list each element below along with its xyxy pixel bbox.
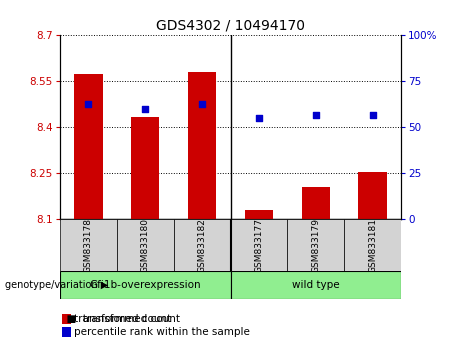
Bar [188, 72, 216, 219]
Text: ■  transformed count: ■ transformed count [60, 314, 180, 324]
Point [85, 101, 92, 106]
Text: genotype/variation ▶: genotype/variation ▶ [5, 280, 108, 290]
Bar [358, 172, 387, 219]
Title: GDS4302 / 10494170: GDS4302 / 10494170 [156, 19, 305, 33]
Point [142, 106, 149, 112]
Bar [60, 271, 230, 299]
Text: GSM833180: GSM833180 [141, 218, 150, 273]
Bar [74, 74, 102, 219]
Bar [344, 219, 401, 271]
Text: GSM833177: GSM833177 [254, 218, 263, 273]
Bar [131, 117, 160, 219]
Point [312, 112, 319, 118]
Text: wild type: wild type [292, 280, 340, 290]
Bar [174, 219, 230, 271]
Text: GSM833181: GSM833181 [368, 218, 377, 273]
Text: GSM833182: GSM833182 [198, 218, 207, 273]
Bar [287, 219, 344, 271]
Text: transformed count: transformed count [74, 314, 171, 324]
Text: GSM833178: GSM833178 [84, 218, 93, 273]
Bar [230, 219, 287, 271]
Point [198, 101, 206, 106]
Bar [230, 271, 401, 299]
Bar [301, 187, 330, 219]
Bar [245, 210, 273, 219]
Point [255, 115, 263, 121]
Text: Gfi1b-overexpression: Gfi1b-overexpression [89, 280, 201, 290]
Bar [117, 219, 174, 271]
Bar [60, 219, 117, 271]
Text: percentile rank within the sample: percentile rank within the sample [74, 327, 250, 337]
Text: GSM833179: GSM833179 [311, 218, 320, 273]
Point [369, 112, 376, 118]
